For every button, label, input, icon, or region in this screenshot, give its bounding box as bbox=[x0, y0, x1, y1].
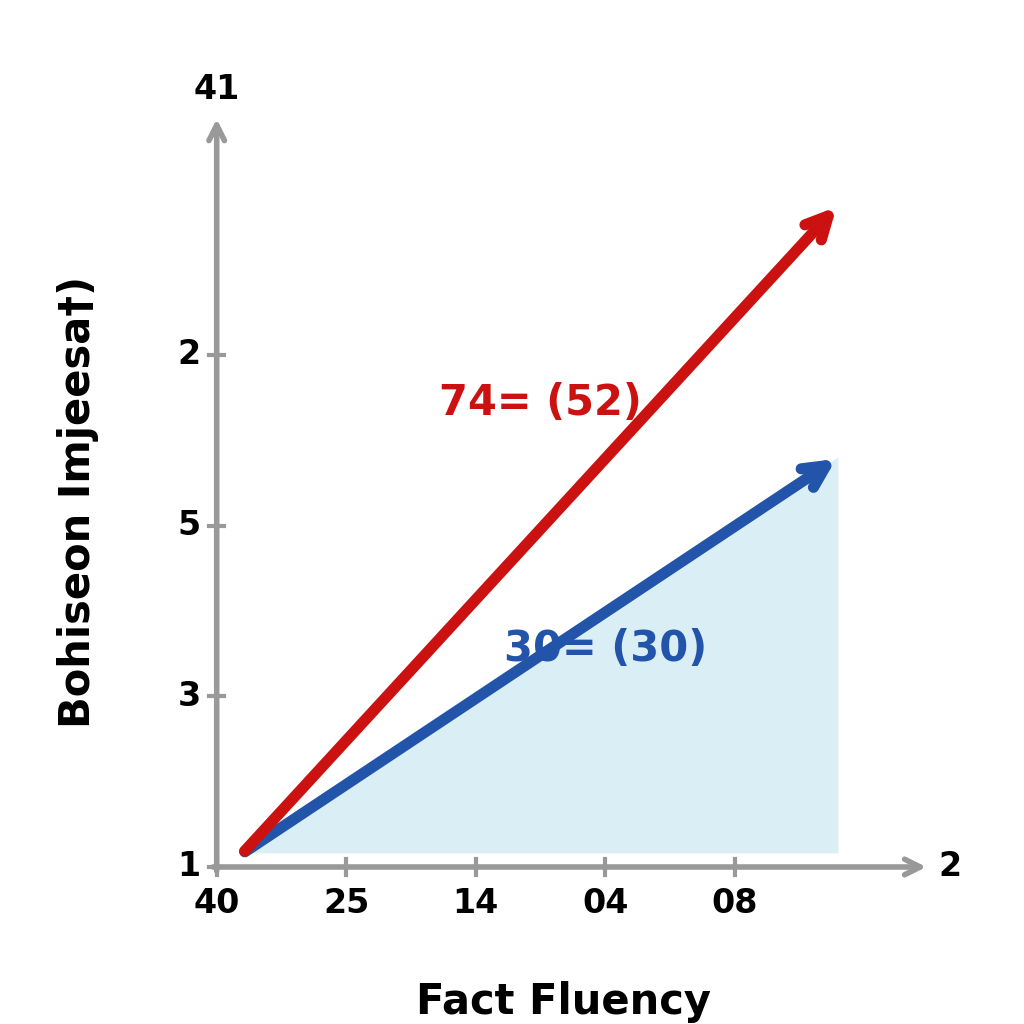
Text: 1: 1 bbox=[177, 851, 201, 884]
Text: 5: 5 bbox=[177, 509, 201, 542]
Text: 41: 41 bbox=[194, 73, 240, 105]
Text: 2: 2 bbox=[939, 851, 962, 884]
Text: 04: 04 bbox=[582, 888, 629, 921]
Text: 08: 08 bbox=[712, 888, 758, 921]
Text: 30= (30): 30= (30) bbox=[504, 628, 707, 670]
Text: Bohiseon Imjeesa†): Bohiseon Imjeesa†) bbox=[57, 275, 99, 728]
Text: 25: 25 bbox=[323, 888, 370, 921]
Text: 40: 40 bbox=[194, 888, 240, 921]
Text: 74= (52): 74= (52) bbox=[439, 382, 642, 424]
Text: 2: 2 bbox=[177, 339, 201, 372]
Text: 14: 14 bbox=[453, 888, 499, 921]
Polygon shape bbox=[243, 458, 839, 853]
Text: 3: 3 bbox=[177, 680, 201, 713]
Text: Fact Fluency: Fact Fluency bbox=[416, 981, 711, 1023]
